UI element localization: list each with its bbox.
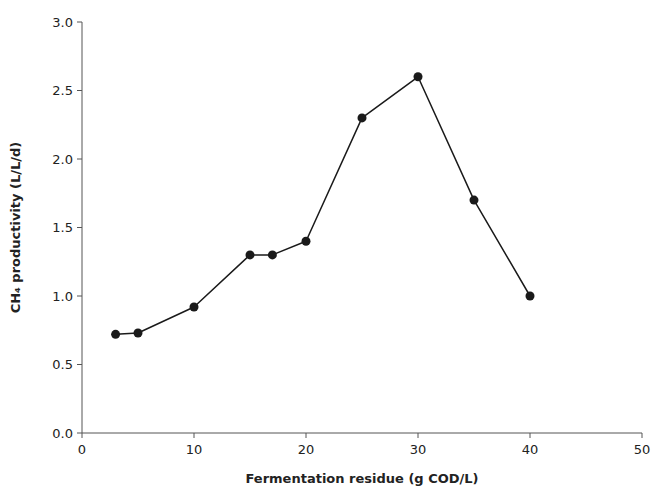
data-line [116,77,530,335]
data-point [526,292,535,301]
data-point [111,330,120,339]
x-tick [530,433,531,438]
x-axis-label: Fermentation residue (g COD/L) [245,471,478,486]
chart-container: 0 10 20 30 40 50 0.0 0.5 1.0 1.5 2.0 2.5 3.0 Fermenta… [0,0,670,499]
y-tick [77,433,82,434]
x-tick-label: 30 [410,442,427,457]
data-point [470,196,479,205]
x-tick-label: 20 [298,442,315,457]
data-point [414,72,423,81]
y-tick-label: 2.0 [52,152,73,167]
y-tick-label: 0.5 [52,357,73,372]
plot-area [111,72,534,339]
x-tick [418,433,419,438]
x-tick-label: 50 [634,442,651,457]
x-tick [642,433,643,438]
x-tick [82,433,83,438]
axes: 0 10 20 30 40 50 0.0 0.5 1.0 1.5 2.0 2.5 3.0 [52,15,650,458]
y-tick [77,364,82,365]
y-tick [77,22,82,23]
chart: 0 10 20 30 40 50 0.0 0.5 1.0 1.5 2.0 2.5 3.0 Fermenta… [0,0,670,499]
x-tick-label: 10 [186,442,203,457]
data-point [190,302,199,311]
data-point [246,250,255,259]
x-tick [306,433,307,438]
x-tick-label: 40 [522,442,539,457]
y-tick [77,90,82,91]
y-axis-label: CH₄ productivity (L/L/d) [8,142,23,314]
data-point [358,113,367,122]
x-axis-line [82,433,642,434]
y-tick-label: 2.5 [52,83,73,98]
y-tick-label: 1.0 [52,289,73,304]
data-point [134,328,143,337]
data-point [302,237,311,246]
x-tick [194,433,195,438]
y-tick-label: 3.0 [52,15,73,30]
y-tick [77,159,82,160]
y-tick-label: 1.5 [52,220,73,235]
x-tick-label: 0 [78,442,86,457]
y-tick [77,227,82,228]
y-tick-label: 0.0 [52,426,73,441]
data-point [268,250,277,259]
y-tick [77,296,82,297]
